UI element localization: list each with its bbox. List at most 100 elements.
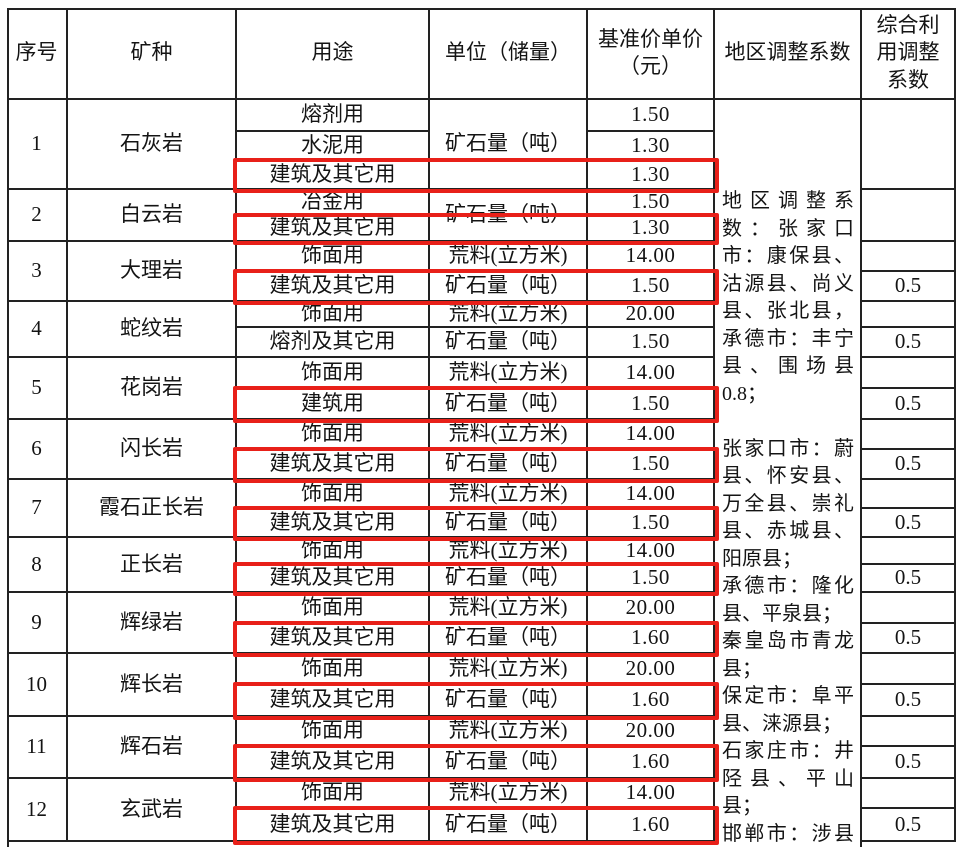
mineral-name-cell: 正长岩 xyxy=(68,538,237,593)
unit-cell: 荒料(立方米) xyxy=(430,717,588,747)
usage-cell: 冶金用 xyxy=(237,190,430,216)
usage-cell: 建筑及其它用 xyxy=(237,450,430,480)
utilization-coef-cell xyxy=(862,717,956,747)
region-text-line: 邯郸市：涉县0.9； xyxy=(722,822,854,845)
base-price-cell: 1.50 xyxy=(588,450,715,480)
base-price-cell: 14.00 xyxy=(588,358,715,389)
unit-cell: 矿石量（吨） xyxy=(430,100,588,190)
base-price-cell: 14.00 xyxy=(588,242,715,272)
base-price-cell: 1.60 xyxy=(588,809,715,842)
mineral-name-cell: 闪长岩 xyxy=(68,420,237,480)
usage-cell: 建筑及其它用 xyxy=(237,809,430,842)
utilization-coef-cell xyxy=(862,242,956,272)
mineral-name-cell: 大理岩 xyxy=(68,242,237,302)
utilization-coef-cell: 0.5 xyxy=(862,685,956,717)
unit-cell: 矿石量（吨） xyxy=(430,190,588,242)
utilization-coef-cell: 0.5 xyxy=(862,328,956,358)
unit-cell: 矿石量（吨） xyxy=(430,509,588,538)
mineral-name-cell: 蛇纹岩 xyxy=(68,302,237,358)
usage-cell: 建筑及其它用 xyxy=(237,624,430,654)
base-price-cell: 14.00 xyxy=(588,480,715,509)
utilization-coef-cell: 0.5 xyxy=(862,272,956,302)
unit-cell: 荒料(立方米) xyxy=(430,538,588,565)
utilization-coef-cell xyxy=(862,538,956,565)
utilization-coef-cell xyxy=(862,302,956,328)
mineral-name-cell: 辉石岩 xyxy=(68,717,237,779)
row-number-cell: 5 xyxy=(7,358,68,420)
row-number-cell: 1 xyxy=(7,100,68,190)
base-price-cell: 1.50 xyxy=(588,272,715,302)
utilization-coef-cell: 0.5 xyxy=(862,509,956,538)
utilization-coef-cell xyxy=(862,654,956,685)
header-unit-reserves: 单位（储量） xyxy=(430,8,588,100)
unit-cell: 矿石量（吨） xyxy=(430,328,588,358)
base-price-cell: 1.30 xyxy=(588,132,715,161)
base-price-cell: 14.00 xyxy=(588,538,715,565)
region-text-line: 地区调整系数：张家口市：康保县、沽源县、尚义县、张北县，承德市：丰宁县、围场县0… xyxy=(722,190,854,405)
usage-cell: 建筑及其它用 xyxy=(237,272,430,302)
mineral-name-cell: 辉绿岩 xyxy=(68,593,237,654)
base-price-cell: 1.60 xyxy=(588,624,715,654)
usage-cell: 饰面用 xyxy=(237,480,430,509)
region-text-line: 保定市：阜平县、涞源县； xyxy=(722,685,854,735)
mineral-name-cell: 辉长岩 xyxy=(68,654,237,717)
usage-cell: 熔剂用 xyxy=(237,100,430,132)
base-price-cell: 20.00 xyxy=(588,654,715,685)
header-region-coefficient: 地区调整系数 xyxy=(715,8,862,100)
usage-cell: 建筑及其它用 xyxy=(237,509,430,538)
row-number-cell: 12 xyxy=(7,779,68,842)
region-adjustment-cell: 地区调整系数：张家口市：康保县、沽源县、尚义县、张北县，承德市：丰宁县、围场县0… xyxy=(715,100,862,847)
row-number-cell: 4 xyxy=(7,302,68,358)
base-price-cell: 20.00 xyxy=(588,593,715,624)
base-price-cell: 1.60 xyxy=(588,685,715,717)
unit-cell: 荒料(立方米) xyxy=(430,420,588,450)
usage-cell: 建筑及其它用 xyxy=(237,565,430,593)
usage-cell: 饰面用 xyxy=(237,420,430,450)
usage-cell: 熔剂及其它用 xyxy=(237,328,430,358)
mineral-name-cell: 玄武岩 xyxy=(68,779,237,842)
row-number-cell: 11 xyxy=(7,717,68,779)
utilization-coef-cell: 0.5 xyxy=(862,809,956,842)
utilization-coef-cell xyxy=(862,358,956,389)
region-text-line: 石家庄市：井陉县、平山县； xyxy=(722,740,854,817)
unit-cell: 荒料(立方米) xyxy=(430,654,588,685)
usage-cell: 饰面用 xyxy=(237,717,430,747)
row-number-cell: 10 xyxy=(7,654,68,717)
row-number-cell: 2 xyxy=(7,190,68,242)
unit-cell: 荒料(立方米) xyxy=(430,242,588,272)
usage-cell: 水泥用 xyxy=(237,132,430,161)
usage-cell: 饰面用 xyxy=(237,779,430,809)
base-price-cell: 20.00 xyxy=(588,302,715,328)
unit-cell: 矿石量（吨） xyxy=(430,747,588,779)
base-price-cell: 14.00 xyxy=(588,779,715,809)
base-price-cell: 1.50 xyxy=(588,509,715,538)
base-price-cell: 1.30 xyxy=(588,161,715,190)
usage-cell: 饰面用 xyxy=(237,358,430,389)
utilization-coef-cell: 0.5 xyxy=(862,389,956,420)
mineral-name-cell: 霞石正长岩 xyxy=(68,480,237,538)
base-price-cell: 14.00 xyxy=(588,420,715,450)
mineral-name-cell: 石灰岩 xyxy=(68,100,237,190)
base-price-cell: 1.50 xyxy=(588,328,715,358)
usage-cell: 建筑及其它用 xyxy=(237,161,430,190)
usage-cell: 建筑用 xyxy=(237,389,430,420)
region-text-line xyxy=(722,408,854,436)
region-text-line: 秦皇岛市青龙县； xyxy=(722,630,854,680)
utilization-coef-cell: 0.5 xyxy=(862,624,956,654)
usage-cell: 建筑及其它用 xyxy=(237,685,430,717)
unit-cell: 矿石量（吨） xyxy=(430,685,588,717)
unit-cell: 矿石量（吨） xyxy=(430,624,588,654)
usage-cell: 饰面用 xyxy=(237,242,430,272)
row-number-cell: 8 xyxy=(7,538,68,593)
header-mineral-type: 矿种 xyxy=(68,8,237,100)
base-price-cell: 1.50 xyxy=(588,389,715,420)
utilization-coef-cell: 0.5 xyxy=(862,565,956,593)
region-text-line: 张家口市：蔚县、怀安县、万全县、崇礼县、赤城县、阳原县； xyxy=(722,437,854,570)
utilization-coef-cell: 0.5 xyxy=(862,450,956,480)
base-price-cell: 20.00 xyxy=(588,717,715,747)
row-number-cell: 3 xyxy=(7,242,68,302)
header-seq-number: 序号 xyxy=(7,8,68,100)
base-price-cell: 1.50 xyxy=(588,565,715,593)
usage-cell: 饰面用 xyxy=(237,593,430,624)
